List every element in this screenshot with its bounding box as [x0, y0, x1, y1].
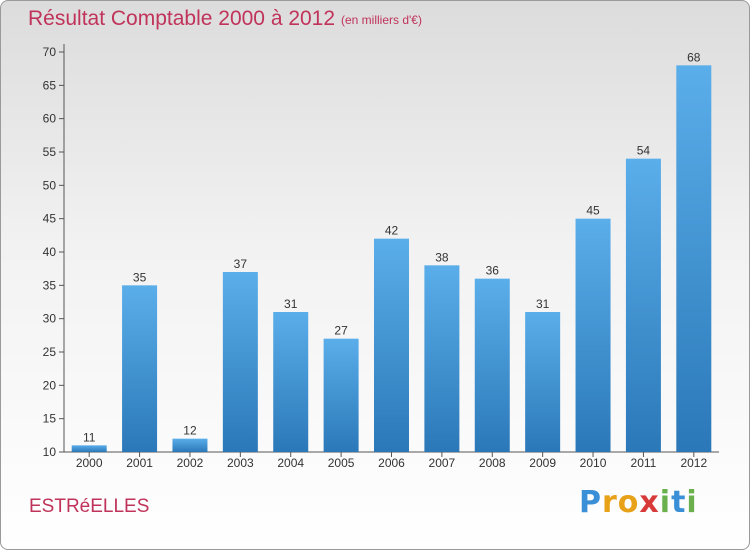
x-tick-label-2008: 2008: [479, 456, 506, 470]
bar-2001: [122, 285, 158, 452]
data-label-2006: 42: [385, 224, 399, 238]
y-tick-label: 20: [43, 378, 57, 392]
logo-letter: x: [639, 485, 660, 520]
logo-letter: o: [617, 485, 640, 520]
bar-2004: [273, 312, 309, 452]
y-tick-label: 40: [43, 245, 57, 259]
x-tick-label-2002: 2002: [177, 456, 204, 470]
x-tick-label-2010: 2010: [580, 456, 607, 470]
logo-letter: P: [579, 485, 602, 520]
y-tick-label: 35: [43, 278, 57, 292]
data-label-2010: 45: [586, 204, 600, 218]
y-tick-label: 55: [43, 145, 57, 159]
x-tick-label-2012: 2012: [680, 456, 707, 470]
logo-letter: t: [671, 485, 687, 520]
y-tick-label: 70: [43, 45, 57, 59]
y-tick-label: 45: [43, 212, 57, 226]
bar-2011: [625, 158, 661, 452]
data-label-2012: 68: [687, 50, 701, 64]
data-label-2002: 12: [183, 424, 197, 438]
chart-title: Résultat Comptable 2000 à 2012: [28, 7, 336, 30]
x-tick-label-2003: 2003: [227, 456, 254, 470]
x-tick-label-2005: 2005: [328, 456, 355, 470]
data-label-2008: 36: [486, 264, 500, 278]
x-tick-label-2004: 2004: [277, 456, 304, 470]
bar-2009: [525, 312, 561, 452]
proxiti-logo: Proxiti: [579, 485, 698, 520]
data-label-2001: 35: [133, 270, 147, 284]
x-tick-label-2000: 2000: [76, 456, 103, 470]
data-label-2007: 38: [435, 250, 449, 264]
bar-2007: [424, 265, 460, 452]
x-tick-label-2001: 2001: [126, 456, 153, 470]
logo-letter: r: [602, 485, 618, 520]
y-tick-label: 60: [43, 112, 57, 126]
logo-letter: i: [686, 485, 698, 520]
x-tick-label-2007: 2007: [429, 456, 456, 470]
bar-2003: [222, 272, 258, 452]
x-tick-label-2011: 2011: [631, 456, 657, 470]
bar-2005: [323, 338, 359, 452]
chart-subtitle: (en milliers d'€): [341, 13, 422, 27]
y-tick-label: 65: [43, 78, 57, 92]
bar-2002: [172, 438, 208, 452]
y-tick-label: 10: [43, 445, 57, 459]
bar-2000: [71, 445, 107, 452]
bar-2006: [374, 238, 409, 452]
bar-2008: [474, 278, 510, 452]
data-label-2005: 27: [334, 324, 348, 338]
logo-letter: i: [659, 485, 672, 520]
data-label-2004: 31: [284, 297, 298, 311]
bar-2010: [575, 218, 611, 452]
commune-name: ESTRéELLES: [29, 496, 150, 517]
y-tick-label: 15: [43, 412, 57, 426]
data-label-2009: 31: [536, 297, 550, 311]
y-tick-label: 50: [43, 178, 57, 192]
x-tick-label-2009: 2009: [529, 456, 556, 470]
y-tick-label: 25: [43, 345, 57, 359]
data-label-2000: 11: [83, 430, 96, 444]
y-tick-label: 30: [43, 312, 57, 326]
x-tick-label-2006: 2006: [378, 456, 405, 470]
data-label-2011: 54: [637, 144, 651, 158]
data-label-2003: 37: [234, 257, 248, 271]
bar-2012: [676, 65, 712, 452]
